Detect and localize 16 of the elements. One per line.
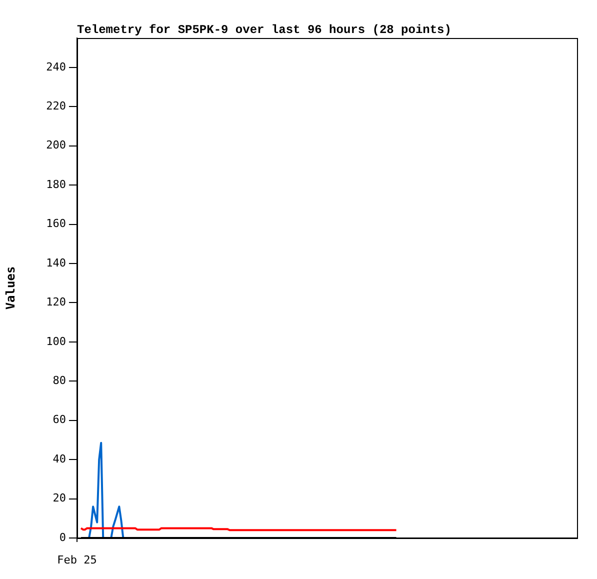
y-tick-label: 60 [52, 413, 66, 426]
y-tick-label: 40 [52, 452, 66, 466]
y-tick-label: 240 [46, 60, 66, 74]
y-tick-label: 160 [46, 217, 66, 230]
y-tick-label: 140 [46, 256, 66, 270]
y-tick-label: 80 [52, 374, 66, 387]
y-axis-title: Values [3, 266, 18, 310]
y-tick-label: 200 [46, 138, 66, 152]
y-tick-label: 0 [59, 530, 66, 544]
y-tick-label: 220 [46, 99, 66, 112]
y-tick-label: 20 [52, 492, 66, 505]
y-tick-label: 120 [46, 296, 66, 309]
y-tick-label: 180 [46, 178, 66, 191]
y-tick-label: 100 [46, 334, 66, 348]
x-tick-label: Feb 25 [57, 553, 97, 566]
chart-title: Telemetry for SP5PK-9 over last 96 hours (28 points) [77, 23, 452, 37]
